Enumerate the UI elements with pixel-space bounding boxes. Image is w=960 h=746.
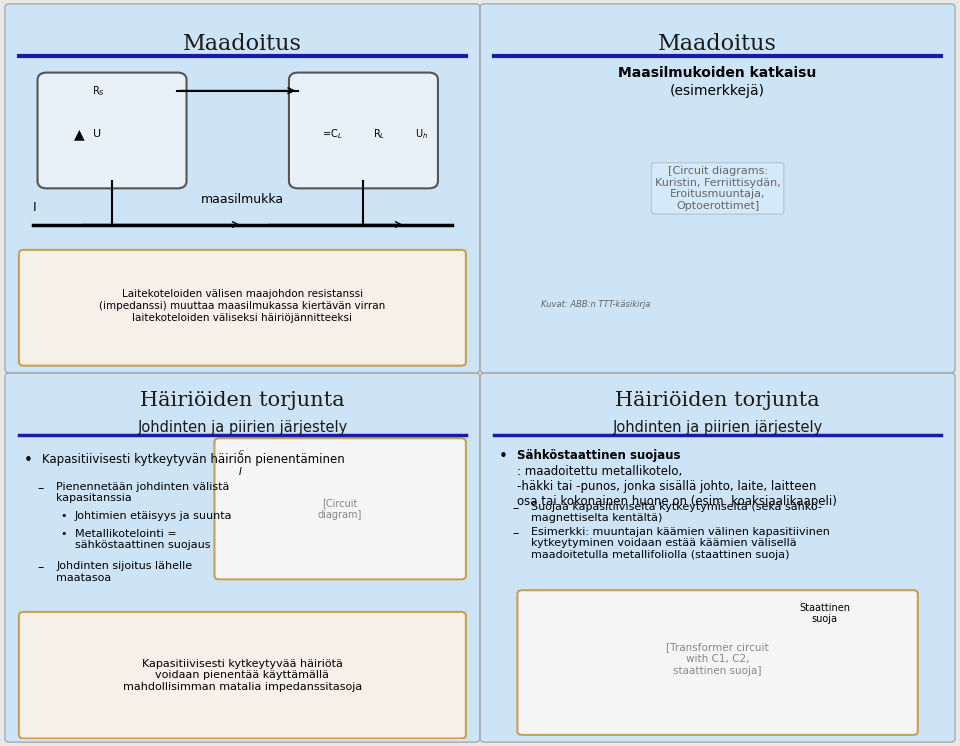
FancyBboxPatch shape: [19, 250, 466, 366]
Text: Johdinten sijoitus lähelle
maatasoa: Johdinten sijoitus lähelle maatasoa: [56, 561, 192, 583]
Text: maasilmukka: maasilmukka: [201, 192, 284, 206]
Text: Häiriöiden torjunta: Häiriöiden torjunta: [615, 391, 820, 410]
Text: R$_S$: R$_S$: [91, 84, 105, 98]
FancyBboxPatch shape: [214, 438, 466, 580]
Text: •: •: [60, 529, 67, 539]
Text: Metallikotelointi =
sähköstaattinen suojaus: Metallikotelointi = sähköstaattinen suoj…: [75, 529, 210, 551]
Text: –: –: [37, 482, 44, 495]
Text: •: •: [24, 453, 33, 468]
Text: •: •: [499, 449, 508, 464]
Text: U$_h$: U$_h$: [415, 128, 428, 141]
Text: Kapasitiivisesti kytkeytyvän häiriön pienentäminen: Kapasitiivisesti kytkeytyvän häiriön pie…: [42, 453, 345, 466]
Text: =C$_L$: =C$_L$: [322, 128, 342, 141]
Text: U: U: [93, 129, 102, 139]
FancyBboxPatch shape: [37, 72, 186, 188]
FancyBboxPatch shape: [19, 612, 466, 739]
Text: •: •: [60, 510, 67, 521]
Text: Johdinten ja piirien järjestely: Johdinten ja piirien järjestely: [612, 420, 823, 435]
Text: Suojaa kapasitiiviselta kytkeytymiseltä (sekä sähkö-
magnettiselta kentältä): Suojaa kapasitiiviselta kytkeytymiseltä …: [532, 501, 822, 523]
Text: $I$: $I$: [238, 465, 242, 477]
FancyBboxPatch shape: [480, 373, 955, 742]
Text: –: –: [513, 501, 519, 515]
Text: $_C$: $_C$: [238, 448, 245, 458]
Text: –: –: [37, 561, 44, 574]
Text: : maadoitettu metallikotelo,
-häkki tai -punos, jonka sisällä johto, laite, lait: : maadoitettu metallikotelo, -häkki tai …: [517, 466, 837, 508]
Text: R$_L$: R$_L$: [372, 128, 385, 141]
Text: –: –: [513, 527, 519, 540]
Text: Maasilmukoiden katkaisu: Maasilmukoiden katkaisu: [618, 66, 817, 80]
Text: [Circuit diagrams:
Kuristin, Ferriittisydän,
Eroitusmuuntaja,
Optoerottimet]: [Circuit diagrams: Kuristin, Ferriittisy…: [655, 166, 780, 211]
FancyBboxPatch shape: [289, 72, 438, 188]
Text: ▲: ▲: [74, 127, 84, 141]
Text: Maadoitus: Maadoitus: [659, 33, 777, 54]
Text: Pienennetään johdinten välistä
kapasitanssia: Pienennetään johdinten välistä kapasitan…: [56, 482, 229, 504]
Text: Staattinen
suoja: Staattinen suoja: [799, 603, 851, 624]
Text: Esimerkki: muuntajan käämien välinen kapasitiivinen
kytkeytyminen voidaan estää : Esimerkki: muuntajan käämien välinen kap…: [532, 527, 830, 560]
Text: Maadoitus: Maadoitus: [183, 33, 301, 54]
Text: (esimerkkejä): (esimerkkejä): [670, 84, 765, 98]
FancyBboxPatch shape: [5, 373, 480, 742]
FancyBboxPatch shape: [517, 590, 918, 735]
Text: Johtimien etäisyys ja suunta: Johtimien etäisyys ja suunta: [75, 510, 232, 521]
Text: I: I: [33, 201, 36, 213]
FancyBboxPatch shape: [480, 4, 955, 373]
Text: Kuvat: ABB:n TTT-käsikirja: Kuvat: ABB:n TTT-käsikirja: [540, 300, 650, 309]
Text: [Transformer circuit
with C1, C2,
staattinen suoja]: [Transformer circuit with C1, C2, staatt…: [666, 642, 769, 676]
FancyBboxPatch shape: [5, 4, 480, 373]
Text: Kapasitiivisesti kytkeytyvää häiriötä
voidaan pienentää käyttämällä
mahdollisimm: Kapasitiivisesti kytkeytyvää häiriötä vo…: [123, 659, 362, 692]
Text: Häiriöiden torjunta: Häiriöiden torjunta: [140, 391, 345, 410]
Text: Laitekoteloiden välisen maajohdon resistanssi
(impedanssi) muuttaa maasilmukassa: Laitekoteloiden välisen maajohdon resist…: [99, 289, 386, 322]
Text: Sähköstaattinen suojaus: Sähköstaattinen suojaus: [517, 449, 681, 462]
Text: Johdinten ja piirien järjestely: Johdinten ja piirien järjestely: [137, 420, 348, 435]
Text: [Circuit
diagram]: [Circuit diagram]: [318, 498, 362, 520]
